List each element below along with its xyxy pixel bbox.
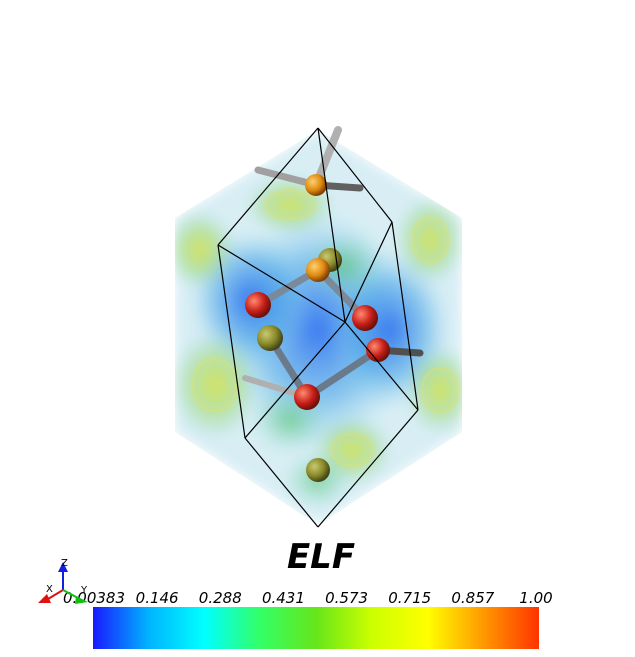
z-axis-arrow-icon bbox=[58, 562, 68, 572]
atoms bbox=[245, 174, 390, 482]
colorbar-tick-label: 0.573 bbox=[325, 589, 368, 607]
atom-red bbox=[366, 338, 390, 362]
x-axis-arrow-icon bbox=[38, 594, 51, 603]
orientation-axes[interactable]: Z X Y bbox=[38, 558, 88, 604]
y-axis-label: Y bbox=[80, 585, 88, 596]
atom-red bbox=[294, 384, 320, 410]
atom-red bbox=[245, 292, 271, 318]
atom-red bbox=[352, 305, 378, 331]
colorbar-tick-label: 0.857 bbox=[451, 589, 494, 607]
z-axis-label: Z bbox=[61, 558, 68, 569]
colorbar-tick-label: 0.146 bbox=[136, 589, 179, 607]
colorbar bbox=[93, 607, 539, 649]
colorbar-tick-label: 1.00 bbox=[519, 589, 552, 607]
atom-olive bbox=[306, 458, 330, 482]
colorbar-tick-label: 0.00383 bbox=[63, 589, 125, 607]
atom-orange bbox=[306, 258, 330, 282]
colorbar-tick-label: 0.288 bbox=[199, 589, 242, 607]
bond bbox=[303, 346, 382, 401]
atom-olive bbox=[257, 325, 283, 351]
colorbar-tick-label: 0.715 bbox=[388, 589, 431, 607]
colorbar-tick-labels: 0.00383 0.146 0.288 0.431 0.573 0.715 0.857 1.0… bbox=[63, 589, 553, 607]
x-axis-label: X bbox=[46, 584, 53, 595]
unit-cell-outline bbox=[217, 127, 419, 528]
colorbar-title: ELF bbox=[287, 537, 355, 577]
atom-orange bbox=[305, 174, 327, 196]
colorbar-tick-label: 0.431 bbox=[262, 589, 305, 607]
y-axis-arrow-icon bbox=[75, 596, 88, 604]
